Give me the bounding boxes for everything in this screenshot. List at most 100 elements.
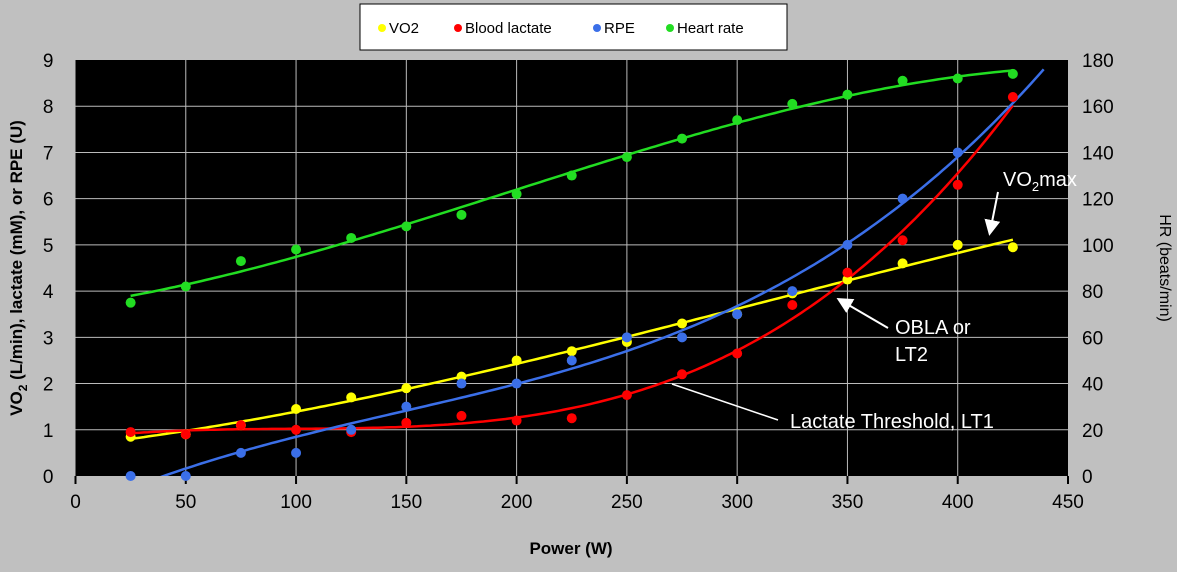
point-blood-lactate [401, 417, 412, 428]
point-blood-lactate [456, 410, 467, 421]
y-right-tick-label: 60 [1082, 328, 1103, 349]
point-heart-rate [566, 170, 577, 181]
x-tick-label: 300 [721, 492, 753, 513]
y-tick-label: 6 [43, 190, 54, 211]
y-tick-label: 3 [43, 328, 54, 349]
points [125, 68, 1018, 481]
point-heart-rate [842, 89, 853, 100]
legend: VO2 Blood lactate RPE Heart rate [359, 3, 788, 51]
y-right-tick-label: 40 [1082, 375, 1103, 396]
point-blood-lactate [621, 390, 632, 401]
point-rpe [787, 286, 798, 297]
point-heart-rate [787, 98, 798, 109]
point-heart-rate [235, 256, 246, 267]
point-rpe [346, 424, 357, 435]
y-tick-label: 5 [43, 236, 54, 257]
x-tick-label: 350 [832, 492, 864, 513]
x-axis-title: Power (W) [529, 539, 612, 558]
legend-marker [378, 24, 386, 32]
point-rpe [180, 471, 191, 481]
point-rpe [842, 239, 853, 250]
point-heart-rate [952, 73, 963, 84]
x-tick-label: 150 [390, 492, 422, 513]
trendline-blood-lactate [130, 104, 1014, 435]
point-heart-rate [1007, 68, 1018, 79]
point-rpe [952, 147, 963, 158]
point-blood-lactate [235, 420, 246, 431]
x-tick-label: 450 [1052, 492, 1084, 513]
point-blood-lactate [566, 413, 577, 424]
point-heart-rate [897, 75, 908, 86]
point-vo2 [677, 318, 688, 329]
obla-annotation-line2: LT2 [895, 344, 928, 366]
point-blood-lactate [897, 235, 908, 246]
point-blood-lactate [952, 179, 963, 190]
point-vo2 [456, 371, 467, 382]
point-blood-lactate [787, 299, 798, 310]
point-blood-lactate [511, 415, 522, 426]
legend-label: RPE [604, 20, 635, 37]
point-rpe [677, 332, 688, 343]
point-rpe [511, 378, 522, 389]
point-blood-lactate [732, 348, 743, 359]
y-axis-right-title: HR (beats/min) [1156, 214, 1173, 322]
point-vo2 [291, 403, 302, 414]
ticks: 0 50 100 150 200 250 300 350 400 450 0 1 2 3 4 5 6 7 8 9 0 20… [43, 51, 1114, 513]
y-right-tick-label: 80 [1082, 282, 1103, 303]
x-tick-label: 200 [501, 492, 533, 513]
point-heart-rate [125, 297, 136, 308]
point-blood-lactate [291, 424, 302, 435]
point-blood-lactate [677, 369, 688, 380]
point-rpe [456, 378, 467, 389]
y-tick-label: 7 [43, 143, 54, 164]
trendline-rpe [160, 68, 1045, 476]
point-heart-rate [291, 244, 302, 255]
point-rpe [897, 193, 908, 204]
point-rpe [621, 332, 632, 343]
x-tick-label: 400 [942, 492, 974, 513]
point-vo2 [897, 258, 908, 269]
vo2max-annotation: VO2max [1003, 169, 1077, 194]
point-rpe [235, 447, 246, 458]
x-tick-label: 100 [280, 492, 312, 513]
point-blood-lactate [1007, 91, 1018, 102]
trendlines [130, 68, 1045, 476]
y-right-tick-label: 0 [1082, 467, 1093, 488]
point-blood-lactate [125, 427, 136, 438]
x-tick-label: 250 [611, 492, 643, 513]
legend-marker [454, 24, 462, 32]
point-blood-lactate [842, 267, 853, 278]
point-rpe [291, 447, 302, 458]
point-rpe [732, 309, 743, 320]
legend-marker [593, 24, 601, 32]
point-rpe [125, 471, 136, 481]
point-heart-rate [456, 209, 467, 220]
point-heart-rate [180, 281, 191, 292]
y-tick-label: 9 [43, 51, 54, 72]
y-right-tick-label: 20 [1082, 421, 1103, 442]
point-vo2 [1007, 242, 1018, 253]
y-tick-label: 2 [43, 375, 54, 396]
legend-label: VO2 [389, 20, 419, 37]
legend-label: Blood lactate [465, 20, 552, 37]
point-vo2 [952, 239, 963, 250]
point-rpe [566, 355, 577, 366]
y-right-tick-label: 180 [1082, 51, 1114, 72]
lt1-annotation: Lactate Threshold, LT1 [790, 411, 994, 433]
obla-arrow [836, 297, 889, 329]
y-tick-label: 4 [43, 282, 54, 303]
point-heart-rate [732, 115, 743, 126]
lt1-pointer [671, 383, 779, 421]
legend-marker [666, 24, 674, 32]
x-tick-label: 0 [70, 492, 81, 513]
point-vo2 [346, 392, 357, 403]
y-right-tick-label: 100 [1082, 236, 1114, 257]
x-tick-label: 50 [175, 492, 196, 513]
y-tick-label: 8 [43, 97, 54, 118]
point-vo2 [401, 383, 412, 394]
point-heart-rate [621, 152, 632, 163]
y-tick-label: 0 [43, 467, 54, 488]
point-rpe [401, 401, 412, 412]
